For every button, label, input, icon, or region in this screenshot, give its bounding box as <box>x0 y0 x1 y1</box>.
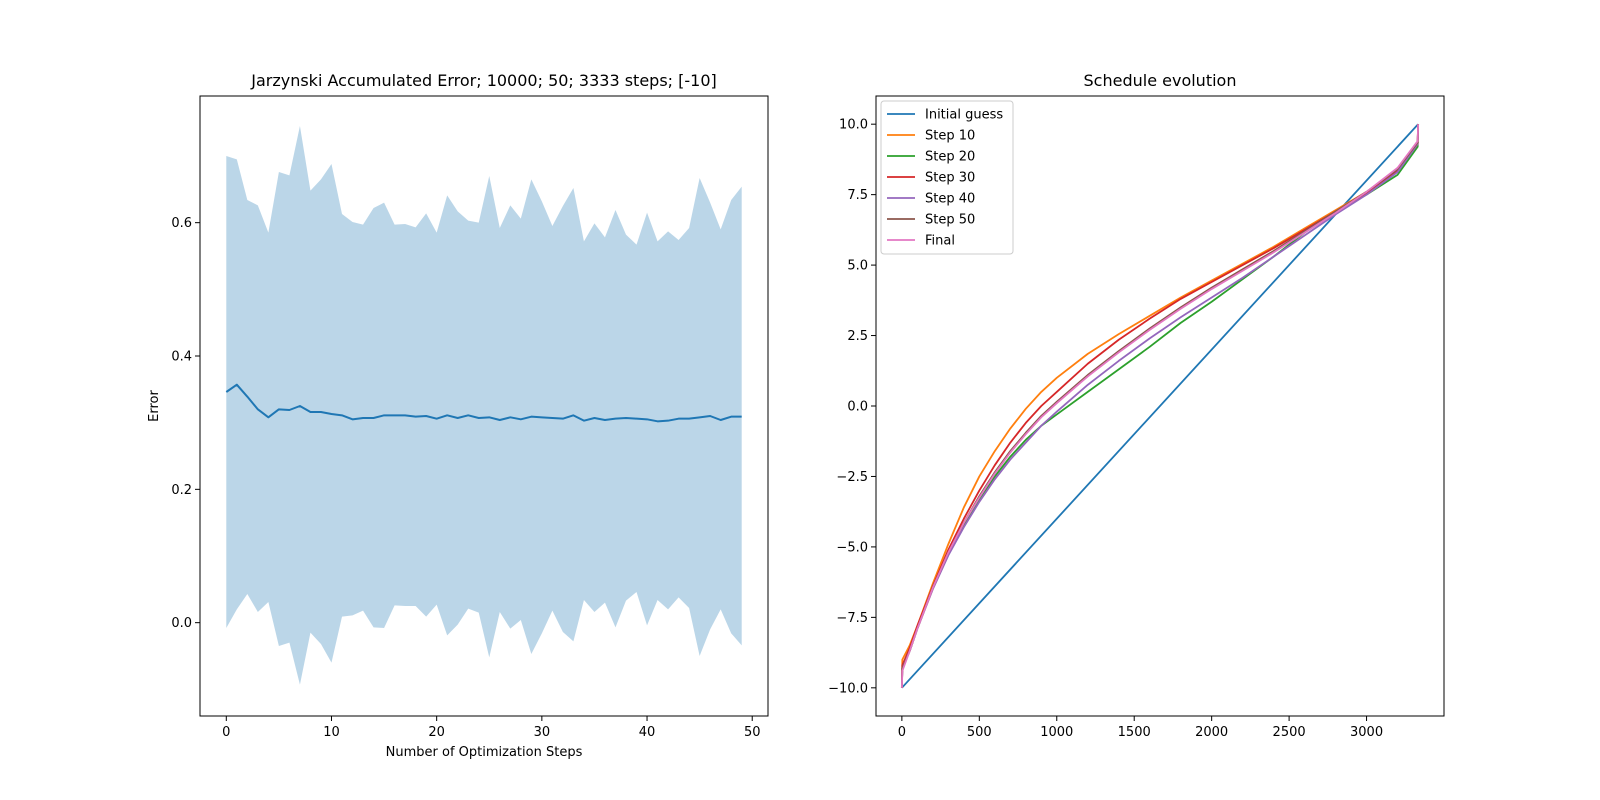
error-chart-panel: 0 10 20 30 40 50 0.0 0.2 0.4 0.6 Jarzynski Accumul… <box>147 71 769 760</box>
x-tick-label: 40 <box>639 725 656 740</box>
y-tick-label: 0.4 <box>171 350 192 365</box>
legend-label: Initial guess <box>925 108 1003 123</box>
legend-box <box>880 100 1014 255</box>
y-tick-label: 2.5 <box>847 329 868 344</box>
mean-error-line <box>225 383 742 423</box>
x-tick-label: 50 <box>744 725 761 740</box>
x-axis-label: Number of Optimization Steps <box>386 745 583 760</box>
x-tick-label: 0 <box>898 725 906 740</box>
legend: Initial guess Step 10 Step 20 Step 30 Step 4… <box>880 100 1014 255</box>
y-tick-label: 0.0 <box>171 616 192 631</box>
x-tick-label: 1500 <box>1118 725 1151 740</box>
y-tick-label: −10.0 <box>828 681 868 696</box>
legend-label: Step 20 <box>925 150 975 165</box>
y-tick-label: −5.0 <box>836 540 868 555</box>
y-tick-label: 7.5 <box>847 188 868 203</box>
x-tick-label: 20 <box>428 725 445 740</box>
series-line-1 <box>901 123 1419 689</box>
x-tick-label: 3000 <box>1350 725 1383 740</box>
x-tick-label: 2500 <box>1273 725 1306 740</box>
y-axis-label: Error <box>147 390 162 422</box>
legend-label: Step 10 <box>925 129 975 144</box>
legend-label: Final <box>925 234 955 249</box>
schedule-chart-panel: 0 500 1000 1500 2000 2500 3000 −10.0 −7.5 −5.0 −2.… <box>828 71 1445 740</box>
axes-frame <box>199 95 769 717</box>
legend-label: Step 40 <box>925 192 975 207</box>
x-tick-label: 500 <box>967 725 992 740</box>
y-tick-label: 0.2 <box>171 483 192 498</box>
y-tick-label: 0.6 <box>171 216 192 231</box>
y-tick-label: 0.0 <box>847 400 868 415</box>
series-line-2 <box>900 124 1420 688</box>
legend-label: Step 50 <box>925 213 975 228</box>
x-tick-label: 0 <box>222 725 230 740</box>
y-tick-label: −2.5 <box>836 470 868 485</box>
y-tick-label: 10.0 <box>839 118 868 133</box>
error-band <box>226 126 742 685</box>
y-tick-label: 5.0 <box>847 259 868 274</box>
chart-title: Schedule evolution <box>1084 71 1237 90</box>
y-tick-label: −7.5 <box>836 611 868 626</box>
x-tick-label: 10 <box>323 725 340 740</box>
chart-title: Jarzynski Accumulated Error; 10000; 50; … <box>250 71 717 90</box>
x-tick-label: 1000 <box>1040 725 1073 740</box>
series-line-7 <box>900 124 1420 688</box>
legend-label: Step 30 <box>925 171 975 186</box>
x-tick-label: 2000 <box>1195 725 1228 740</box>
x-tick-label: 30 <box>534 725 551 740</box>
